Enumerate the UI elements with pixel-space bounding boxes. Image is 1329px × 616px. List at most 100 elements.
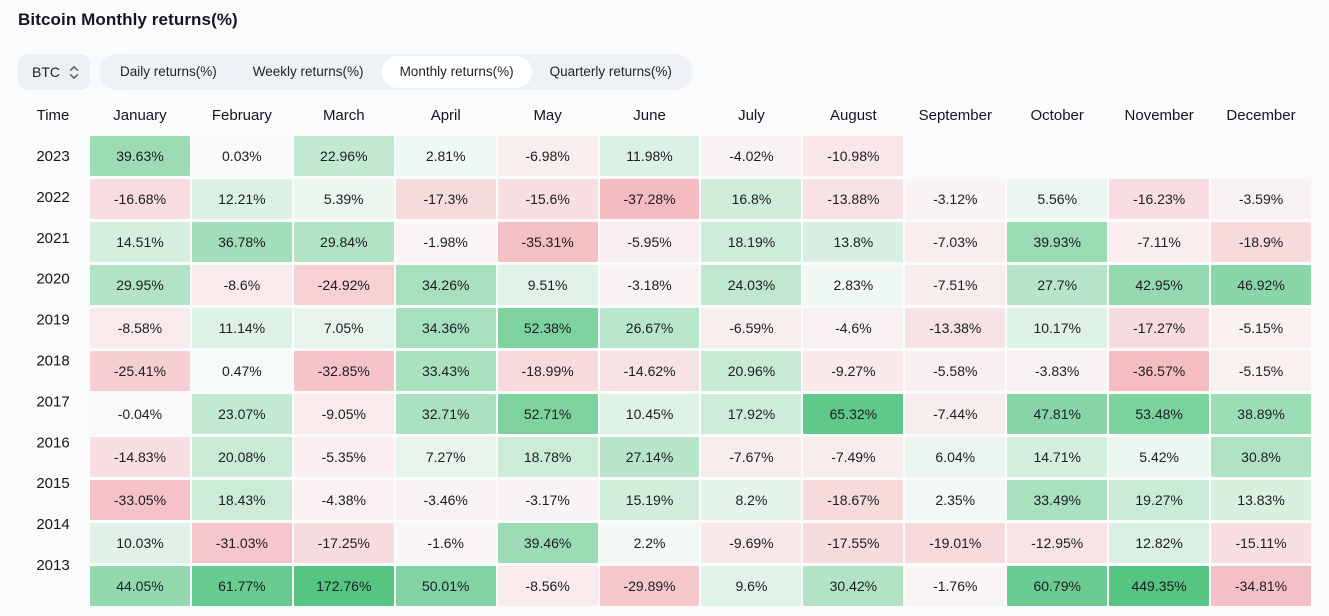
column-header-june: June	[633, 106, 666, 124]
return-cell: -18.67%	[803, 480, 904, 520]
return-cell: 18.43%	[191, 480, 292, 520]
return-cell: -5.15%	[1211, 351, 1311, 391]
return-cell: 10.17%	[1007, 308, 1108, 348]
return-cell: 11.98%	[599, 136, 700, 176]
return-cell: 52.38%	[497, 308, 598, 348]
return-cell: 65.32%	[803, 394, 904, 434]
return-cell: -3.59%	[1211, 179, 1311, 219]
return-cell: 42.95%	[1109, 265, 1210, 305]
return-cell: 53.48%	[1109, 394, 1210, 434]
return-cell: 47.81%	[1007, 394, 1108, 434]
return-cell: 5.42%	[1109, 437, 1210, 477]
return-cell: 61.77%	[191, 566, 292, 606]
return-cell: -17.3%	[395, 179, 496, 219]
return-cell: -9.27%	[803, 351, 904, 391]
return-cell: 33.49%	[1007, 480, 1108, 520]
return-cell: 33.43%	[395, 351, 496, 391]
return-cell: -7.67%	[701, 437, 802, 477]
return-cell: -7.03%	[905, 222, 1006, 262]
return-cell: 20.08%	[191, 437, 292, 477]
return-cell: 5.39%	[293, 179, 394, 219]
return-cell: 5.56%	[1007, 179, 1108, 219]
column-header-time: Time	[36, 106, 70, 124]
return-cell: -7.51%	[905, 265, 1006, 305]
return-cell: 34.26%	[395, 265, 496, 305]
return-cell: 22.96%	[293, 136, 394, 176]
return-cell: 0.03%	[191, 136, 292, 176]
tab-monthly-returns[interactable]: Monthly returns(%)	[381, 56, 532, 88]
return-cell: 39.93%	[1007, 222, 1108, 262]
column-header-december: December	[1226, 106, 1296, 124]
page-title: Bitcoin Monthly returns(%)	[18, 10, 238, 29]
return-cell: 8.2%	[701, 480, 802, 520]
return-cell: 27.7%	[1007, 265, 1108, 305]
return-cell: -7.49%	[803, 437, 904, 477]
return-cell: 44.05%	[90, 566, 190, 606]
return-cell: 30.42%	[803, 566, 904, 606]
return-cell	[1211, 136, 1311, 176]
return-cell: 12.21%	[191, 179, 292, 219]
return-cell: -4.02%	[701, 136, 802, 176]
return-cell: -17.27%	[1109, 308, 1210, 348]
row-year-label: 2018	[36, 352, 70, 369]
return-cell: -18.99%	[497, 351, 598, 391]
return-cell: -5.15%	[1211, 308, 1311, 348]
return-cell: 29.84%	[293, 222, 394, 262]
table-body: 2023 39.63% 0.03% 22.96% 2.81% -6.98% 11.98% -4…	[18, 136, 1311, 606]
return-cell: 12.82%	[1109, 523, 1210, 563]
return-cell: 2.83%	[803, 265, 904, 305]
return-cell: -19.01%	[905, 523, 1006, 563]
tab-weekly-returns[interactable]: Weekly returns(%)	[252, 64, 364, 79]
return-cell: -15.11%	[1211, 523, 1311, 563]
column-header-january: January	[113, 106, 167, 124]
return-cell: 26.67%	[599, 308, 700, 348]
return-cell: 20.96%	[701, 351, 802, 391]
return-cell: 32.71%	[395, 394, 496, 434]
return-cell: -5.95%	[599, 222, 700, 262]
tab-quarterly-returns[interactable]: Quarterly returns(%)	[549, 64, 672, 79]
return-cell: 23.07%	[191, 394, 292, 434]
return-cell	[905, 136, 1005, 176]
return-cell: 11.14%	[191, 308, 292, 348]
return-cell: 10.03%	[90, 523, 190, 563]
return-cell: -37.28%	[599, 179, 700, 219]
return-cell: 9.51%	[497, 265, 598, 305]
return-cell: 2.81%	[395, 136, 496, 176]
row-year-label: 2014	[36, 515, 70, 533]
return-cell: -1.76%	[905, 566, 1006, 606]
return-cell: 0.47%	[191, 351, 292, 391]
return-cell: -7.11%	[1109, 222, 1210, 262]
column-header-february: February	[211, 106, 272, 124]
return-cell: 39.46%	[497, 523, 598, 563]
return-cell: -31.03%	[191, 523, 292, 563]
return-cell: 9.6%	[701, 566, 802, 606]
return-cell: 6.04%	[905, 437, 1006, 477]
return-cell: -6.98%	[497, 136, 598, 176]
return-cell: 34.36%	[395, 308, 496, 348]
row-year-label: 2019	[36, 311, 70, 329]
coin-select-value: BTC	[32, 64, 60, 80]
row-year-label: 2013	[36, 556, 70, 574]
return-cell: 16.8%	[701, 179, 802, 219]
return-cell: 449.35%	[1109, 566, 1210, 606]
return-cell: -3.46%	[395, 480, 496, 520]
return-cell: 2.35%	[905, 480, 1006, 520]
return-cell: 14.71%	[1007, 437, 1108, 477]
return-cell: -8.58%	[90, 308, 190, 348]
return-cell: -4.38%	[293, 480, 394, 520]
return-cell: -7.44%	[905, 394, 1006, 434]
tab-daily-returns[interactable]: Daily returns(%)	[120, 64, 217, 79]
column-header-august: August	[830, 106, 877, 124]
return-cell: -29.89%	[599, 566, 700, 606]
return-cell: 60.79%	[1007, 566, 1108, 606]
return-cell: -32.85%	[293, 351, 394, 391]
return-cell: 27.14%	[599, 437, 700, 477]
return-cell: -33.05%	[90, 480, 190, 520]
return-cell: 13.83%	[1211, 480, 1311, 520]
return-cell: -18.9%	[1211, 222, 1311, 262]
return-cell: -16.23%	[1109, 179, 1210, 219]
controls-row: BTC Daily returns(%) Weekly returns(%) Mon…	[18, 54, 1311, 90]
return-cell: -5.58%	[905, 351, 1006, 391]
coin-select[interactable]: BTC	[18, 54, 90, 90]
return-cell: 36.78%	[191, 222, 292, 262]
